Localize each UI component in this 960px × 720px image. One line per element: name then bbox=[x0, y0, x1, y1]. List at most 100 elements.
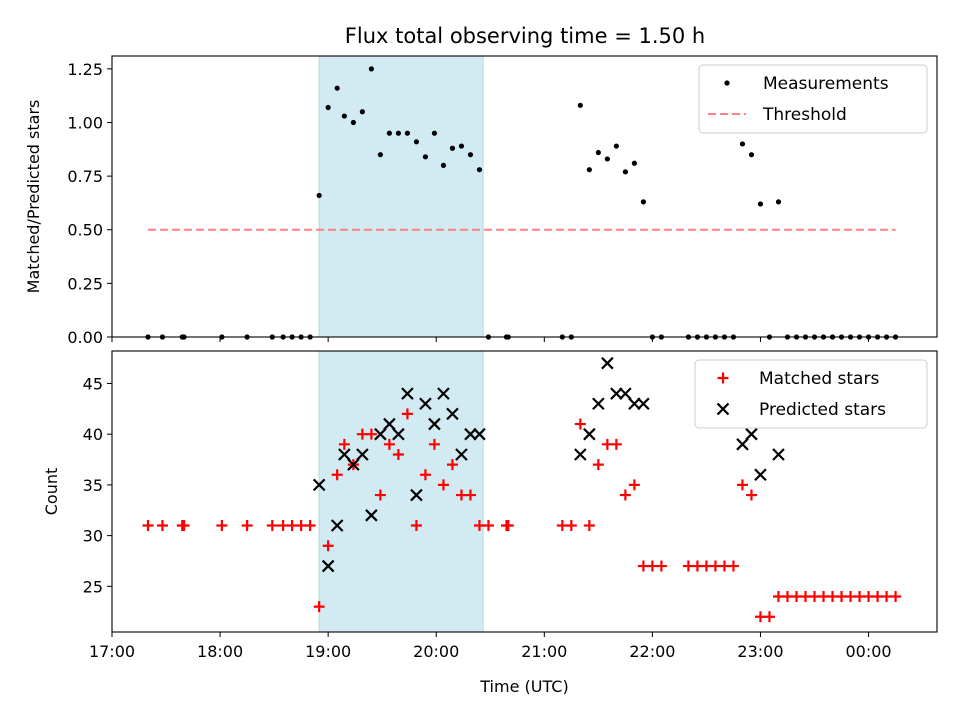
data-point bbox=[622, 169, 628, 175]
data-point bbox=[449, 145, 456, 151]
y-tick-label: 1.25 bbox=[67, 60, 103, 79]
data-point bbox=[419, 469, 431, 481]
y-tick-label: 1.00 bbox=[67, 113, 103, 132]
data-point bbox=[321, 559, 335, 573]
data-point bbox=[745, 489, 757, 501]
data-point bbox=[216, 519, 228, 531]
data-point bbox=[401, 387, 414, 400]
y-tick-label: 0.50 bbox=[67, 221, 103, 240]
data-point bbox=[440, 162, 447, 168]
data-point bbox=[610, 438, 622, 450]
data-point bbox=[476, 167, 483, 173]
data-point bbox=[322, 540, 334, 552]
y-tick-label: 25 bbox=[83, 577, 103, 596]
data-point bbox=[313, 601, 325, 613]
data-point bbox=[482, 519, 494, 531]
data-point bbox=[142, 519, 154, 531]
data-point bbox=[334, 85, 340, 91]
data-point bbox=[565, 519, 577, 531]
legend-marker bbox=[724, 80, 730, 86]
data-point bbox=[266, 519, 278, 531]
data-point bbox=[748, 152, 755, 158]
data-point bbox=[772, 448, 785, 461]
data-point bbox=[437, 479, 449, 491]
data-point bbox=[312, 478, 326, 492]
x-tick-label: 00:00 bbox=[845, 642, 891, 661]
data-point bbox=[386, 130, 393, 136]
x-tick-label: 19:00 bbox=[305, 642, 351, 661]
data-point bbox=[410, 488, 423, 502]
legend-marker bbox=[716, 402, 730, 416]
data-point bbox=[377, 152, 383, 158]
data-point bbox=[446, 459, 458, 471]
data-point bbox=[583, 427, 596, 441]
data-point bbox=[628, 479, 640, 491]
chart-title: Flux total observing time = 1.50 h bbox=[345, 24, 705, 48]
data-point bbox=[574, 448, 587, 461]
data-point bbox=[428, 417, 441, 431]
x-tick-label: 22:00 bbox=[629, 642, 675, 661]
axes-frame bbox=[111, 350, 938, 633]
legend-marker bbox=[717, 372, 729, 384]
data-point bbox=[610, 387, 623, 400]
data-point bbox=[458, 143, 465, 149]
data-point bbox=[419, 397, 432, 411]
data-point bbox=[763, 611, 775, 623]
data-point bbox=[586, 167, 592, 173]
data-point bbox=[304, 519, 316, 531]
x-tick-label: 17:00 bbox=[89, 642, 135, 661]
data-point bbox=[467, 152, 474, 158]
legend-label: Matched stars bbox=[759, 369, 879, 389]
data-point bbox=[341, 113, 347, 119]
legend-label: Threshold bbox=[762, 105, 847, 125]
data-point bbox=[365, 428, 377, 440]
data-point bbox=[330, 519, 344, 532]
data-point bbox=[392, 427, 405, 441]
data-point bbox=[392, 448, 404, 460]
data-point bbox=[727, 560, 739, 572]
data-point bbox=[592, 459, 604, 471]
series-predicted-stars bbox=[312, 356, 785, 573]
x-tick-label: 18:00 bbox=[197, 642, 243, 661]
data-point bbox=[736, 479, 748, 491]
data-point bbox=[628, 397, 641, 411]
data-point bbox=[178, 519, 190, 531]
highlight-interval bbox=[318, 350, 484, 633]
data-point bbox=[374, 427, 387, 441]
legend-label: Predicted stars bbox=[759, 400, 886, 420]
data-point bbox=[464, 489, 476, 501]
data-point bbox=[574, 418, 586, 430]
data-point bbox=[437, 387, 450, 400]
y-tick-label: 40 bbox=[83, 425, 103, 444]
data-point bbox=[383, 417, 396, 431]
data-point bbox=[473, 427, 486, 441]
data-point bbox=[583, 519, 595, 531]
data-point bbox=[404, 130, 411, 136]
legend: Matched stars Predicted stars bbox=[694, 359, 928, 429]
data-point bbox=[350, 119, 356, 126]
data-point bbox=[613, 143, 619, 149]
data-point bbox=[401, 408, 413, 420]
x-tick-label: 23:00 bbox=[737, 642, 783, 661]
data-point bbox=[775, 199, 782, 205]
data-point bbox=[241, 519, 253, 531]
data-point bbox=[374, 489, 386, 501]
data-point bbox=[592, 397, 605, 411]
data-point bbox=[619, 489, 631, 501]
data-point bbox=[365, 509, 378, 522]
x-axis-label: Time (UTC) bbox=[479, 677, 568, 696]
data-point bbox=[736, 438, 749, 451]
data-point bbox=[368, 66, 374, 72]
data-point bbox=[502, 519, 514, 531]
legend-box bbox=[698, 64, 928, 134]
data-point bbox=[338, 448, 351, 461]
data-point bbox=[410, 519, 422, 531]
data-point bbox=[890, 590, 902, 602]
legend-label: Measurements bbox=[763, 74, 889, 94]
data-point bbox=[640, 199, 646, 205]
data-point bbox=[631, 160, 637, 166]
y-axis-label: Matched/Predicted stars bbox=[24, 100, 43, 294]
data-point bbox=[422, 154, 429, 160]
data-point bbox=[395, 130, 402, 136]
data-point bbox=[383, 438, 395, 450]
